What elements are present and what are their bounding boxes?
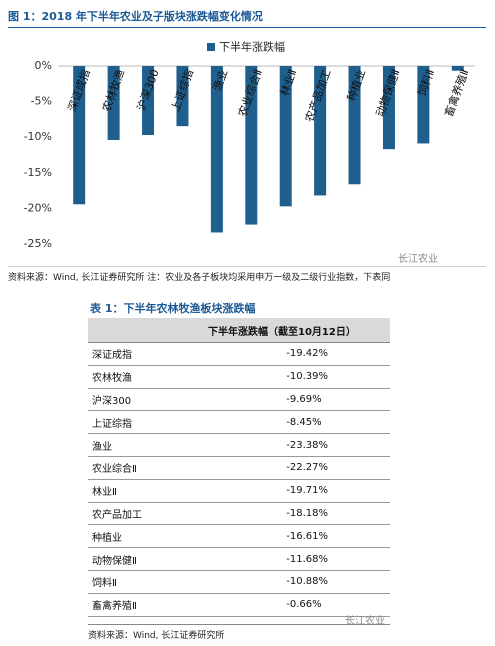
name-cell: 动物保健Ⅱ — [88, 547, 167, 571]
x-tick-label: 动物保健Ⅱ — [373, 67, 403, 118]
figure-source: 资料来源：Wind, 长江证券研究所 注：农业及各子板块均采用申万一级及二级行业… — [8, 266, 486, 283]
bar — [451, 66, 464, 71]
table-row: 农林牧渔 -10.39% — [88, 365, 390, 389]
x-tick-label: 农产品加工 — [302, 67, 334, 123]
bar — [176, 66, 189, 127]
table-row: 农产品加工 -18.18% — [88, 502, 390, 526]
bar — [348, 66, 361, 185]
value-cell: -22.27% — [166, 456, 390, 480]
table-caption: 表 1：下半年农林牧渔板块涨跌幅 — [90, 302, 256, 315]
table-row: 深证成指 -19.42% — [88, 342, 390, 366]
legend-swatch — [207, 43, 215, 51]
name-cell: 农业综合Ⅱ — [88, 456, 167, 480]
value-cell: -19.71% — [166, 479, 390, 503]
x-tick-label: 沪深300 — [134, 67, 162, 112]
bar — [382, 66, 395, 150]
bar — [279, 66, 292, 207]
bar — [107, 66, 120, 140]
table-row: 林业Ⅱ -19.71% — [88, 479, 390, 503]
value-cell: -19.42% — [166, 342, 390, 366]
value-cell: -8.45% — [166, 410, 390, 435]
x-tick-label: 农林牧渔 — [99, 67, 127, 113]
table-row: 上证综指 -8.45% — [88, 410, 390, 435]
table-row: 动物保健Ⅱ -11.68% — [88, 547, 390, 571]
value-cell: -11.68% — [166, 547, 390, 571]
bar — [142, 66, 155, 135]
name-cell: 林业Ⅱ — [88, 479, 167, 503]
bar — [210, 66, 223, 233]
table-row: 沪深300 -9.69% — [88, 388, 390, 412]
name-cell: 农产品加工 — [88, 502, 167, 526]
legend-label: 下半年涨跌幅 — [219, 40, 285, 54]
table-row: 畜禽养殖Ⅱ -0.66% — [88, 593, 390, 617]
header-row: 下半年涨跌幅（截至10月12日） — [88, 318, 390, 343]
value-cell: -10.88% — [166, 570, 390, 594]
x-tick-label: 农业综合Ⅱ — [235, 67, 265, 118]
bar — [314, 66, 327, 196]
name-cell: 沪深300 — [88, 388, 167, 412]
table-row: 渔业 -23.38% — [88, 433, 390, 457]
value-cell: -23.38% — [166, 433, 390, 457]
table-row: 农业综合Ⅱ -22.27% — [88, 456, 390, 480]
value-cell: -10.39% — [166, 365, 390, 389]
x-tick-label: 上证综指 — [168, 67, 196, 113]
name-cell: 畜禽养殖Ⅱ — [88, 593, 167, 617]
x-tick-label: 深证成指 — [65, 67, 93, 113]
value-cell: -16.61% — [166, 524, 390, 549]
bar — [73, 66, 86, 205]
y-tick-label: -25% — [24, 237, 52, 250]
x-tick-label: 畜禽养殖Ⅱ — [441, 67, 471, 118]
name-cell: 上证综指 — [88, 410, 167, 435]
value-cell: -9.69% — [166, 388, 390, 412]
bar — [417, 66, 430, 144]
y-tick-label: -5% — [31, 95, 52, 108]
name-cell: 种植业 — [88, 524, 167, 549]
name-cell: 饲料Ⅱ — [88, 570, 167, 594]
y-tick-label: -10% — [24, 130, 52, 143]
value-cell: -0.66% — [166, 593, 390, 617]
table: 下半年涨跌幅（截至10月12日） 深证成指 -19.42% 农林牧渔 -10.39% 沪… — [88, 318, 390, 617]
table-row: 饲料Ⅱ -10.88% — [88, 570, 390, 594]
table-row: 种植业 -16.61% — [88, 524, 390, 549]
name-cell: 农林牧渔 — [88, 365, 167, 389]
name-cell: 深证成指 — [88, 342, 167, 366]
table-source: 资料来源：Wind, 长江证券研究所 — [88, 624, 390, 641]
y-tick-label: -20% — [24, 201, 52, 214]
header-cell: 下半年涨跌幅（截至10月12日） — [88, 318, 390, 343]
watermark: 长江农业 — [345, 616, 385, 627]
bar — [245, 66, 258, 225]
y-tick-label: 0% — [35, 59, 52, 72]
value-cell: -18.18% — [166, 502, 390, 526]
y-tick-label: -15% — [24, 166, 52, 179]
figure-caption: 图 1：2018 年下半年农业及子版块涨跌幅变化情况 — [8, 8, 486, 28]
name-cell: 渔业 — [88, 433, 167, 457]
watermark: 长江农业 — [398, 254, 438, 265]
x-tick-label: 种植业 — [344, 67, 368, 103]
